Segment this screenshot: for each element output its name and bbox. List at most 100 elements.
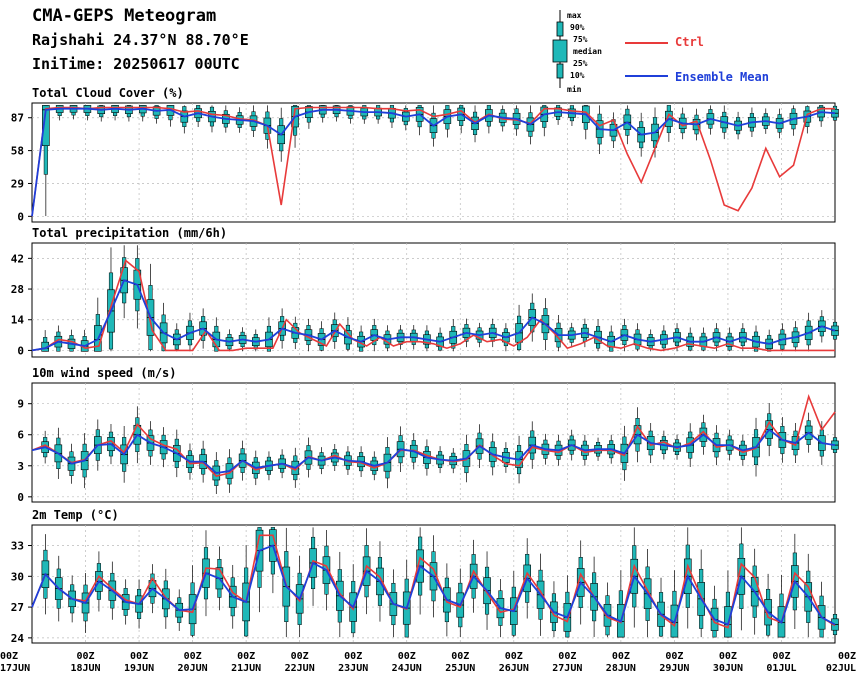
box-plot [443, 105, 452, 138]
box-plot [657, 577, 665, 638]
x-tick-time: 00Z [0, 651, 18, 662]
y-tick-label: 42 [11, 252, 24, 265]
panel-2: Total precipitation (mm/6h) 0 14 28 42 [11, 226, 839, 358]
x-tick-date: 01JUL [766, 663, 796, 674]
box-plot [710, 585, 719, 638]
box-plot [485, 105, 493, 134]
panel-title: Total precipitation (mm/6h) [32, 226, 227, 240]
x-tick-time: 00Z [772, 651, 790, 662]
x-tick-date: 29JUN [659, 663, 689, 674]
y-tick-label: 58 [11, 145, 24, 158]
box-plot [581, 105, 590, 140]
panel-4: 2m Temp (°C) 24 27 30 33 [11, 508, 839, 645]
box-plot [803, 105, 812, 134]
x-tick-date: 30JUN [713, 663, 743, 674]
y-tick-label: 0 [17, 210, 24, 223]
legend-75: 75% [573, 35, 588, 44]
y-tick-label: 29 [11, 177, 24, 190]
y-tick-label: 24 [11, 632, 25, 645]
x-tick-time: 00Z [719, 651, 737, 662]
ctrl-series-line [31, 259, 835, 352]
box-plot [54, 325, 63, 352]
box-plot [603, 582, 612, 638]
box-plot [670, 570, 679, 638]
x-tick-date: 21JUN [231, 663, 261, 674]
box-plot [617, 570, 625, 638]
legend-ctrl-label: Ctrl [675, 35, 704, 49]
ensemble-mean-line [31, 107, 836, 217]
box-plot [777, 574, 786, 638]
panel-title: 10m wind speed (m/s) [32, 366, 177, 380]
x-tick-date: 20JUN [178, 663, 208, 674]
legend-box-upper [556, 21, 564, 37]
x-tick-time: 00Z [451, 651, 469, 662]
x-tick-time: 00Z [291, 651, 309, 662]
box-plot [305, 105, 313, 129]
y-tick-label: 0 [17, 491, 24, 504]
x-tick-date: 02JUL [826, 663, 856, 674]
location-label: Rajshahi 24.37°N 88.70°E [32, 31, 249, 49]
panel-frame [31, 242, 836, 358]
y-tick-label: 3 [17, 460, 24, 473]
panel-3: 10m wind speed (m/s) 0 3 6 9 [17, 366, 839, 504]
y-tick-label: 6 [17, 429, 24, 442]
x-tick-date: 28JUN [606, 663, 636, 674]
ensemble-mean-line [31, 279, 836, 352]
box-plot [42, 105, 50, 217]
box-plot [686, 327, 694, 352]
box-plot [436, 327, 444, 352]
x-tick-time: 00Z [558, 651, 576, 662]
box-plot [225, 329, 234, 352]
box-plot [568, 105, 576, 126]
x-tick-time: 00Z [398, 651, 416, 662]
ensemble-mean-line [31, 544, 836, 626]
y-tick-label: 30 [11, 570, 24, 583]
box-plot [83, 105, 92, 121]
legend-median: median [573, 46, 602, 56]
x-tick-date: 24JUN [392, 663, 422, 674]
box-plot [317, 321, 326, 352]
x-tick-time: 00Z [77, 651, 95, 662]
legend-max: max [567, 11, 582, 20]
x-tick-time: 00Z [184, 651, 202, 662]
legend-min: min [567, 84, 582, 94]
legend-10: 10% [570, 71, 585, 80]
y-tick-label: 33 [11, 540, 24, 553]
x-tick-date: 19JUN [124, 663, 154, 674]
box-inner [42, 105, 50, 146]
box-plot [633, 323, 642, 352]
panel-title: 2m Temp (°C) [32, 508, 119, 522]
panel-frame [31, 524, 836, 644]
box-plot [594, 319, 602, 352]
y-tick-label: 27 [11, 601, 24, 614]
y-tick-label: 0 [17, 344, 24, 357]
x-tick-time: 00Z [665, 651, 683, 662]
box-plot [357, 325, 365, 352]
x-tick-time: 00Z [130, 651, 148, 662]
legend-90: 90% [570, 23, 585, 32]
x-tick-date: 18JUN [70, 663, 100, 674]
box-plot [402, 105, 410, 131]
panel-frame [31, 102, 836, 223]
box-plot [457, 105, 465, 134]
legend-25: 25% [573, 59, 588, 68]
x-tick-date: 26JUN [499, 663, 529, 674]
box-plot [699, 327, 708, 352]
y-tick-label: 87 [11, 112, 24, 125]
box-plot [255, 527, 264, 613]
box-plot [194, 105, 202, 127]
legend-mean-label: Ensemble Mean [675, 70, 769, 84]
box-plot [265, 317, 273, 352]
legend-box-core [552, 39, 568, 63]
box-plot [725, 327, 734, 352]
panel-title: Total Cloud Cover (%) [32, 86, 184, 100]
box-plot [665, 105, 673, 142]
x-tick-date: 17JUN [0, 663, 30, 674]
x-tick-time: 00Z [344, 651, 362, 662]
box-plot [817, 581, 826, 638]
ensemble-mean-line [31, 428, 836, 474]
y-tick-label: 14 [11, 314, 25, 327]
x-tick-date: 22JUN [285, 663, 315, 674]
ctrl-series-line [31, 106, 835, 217]
